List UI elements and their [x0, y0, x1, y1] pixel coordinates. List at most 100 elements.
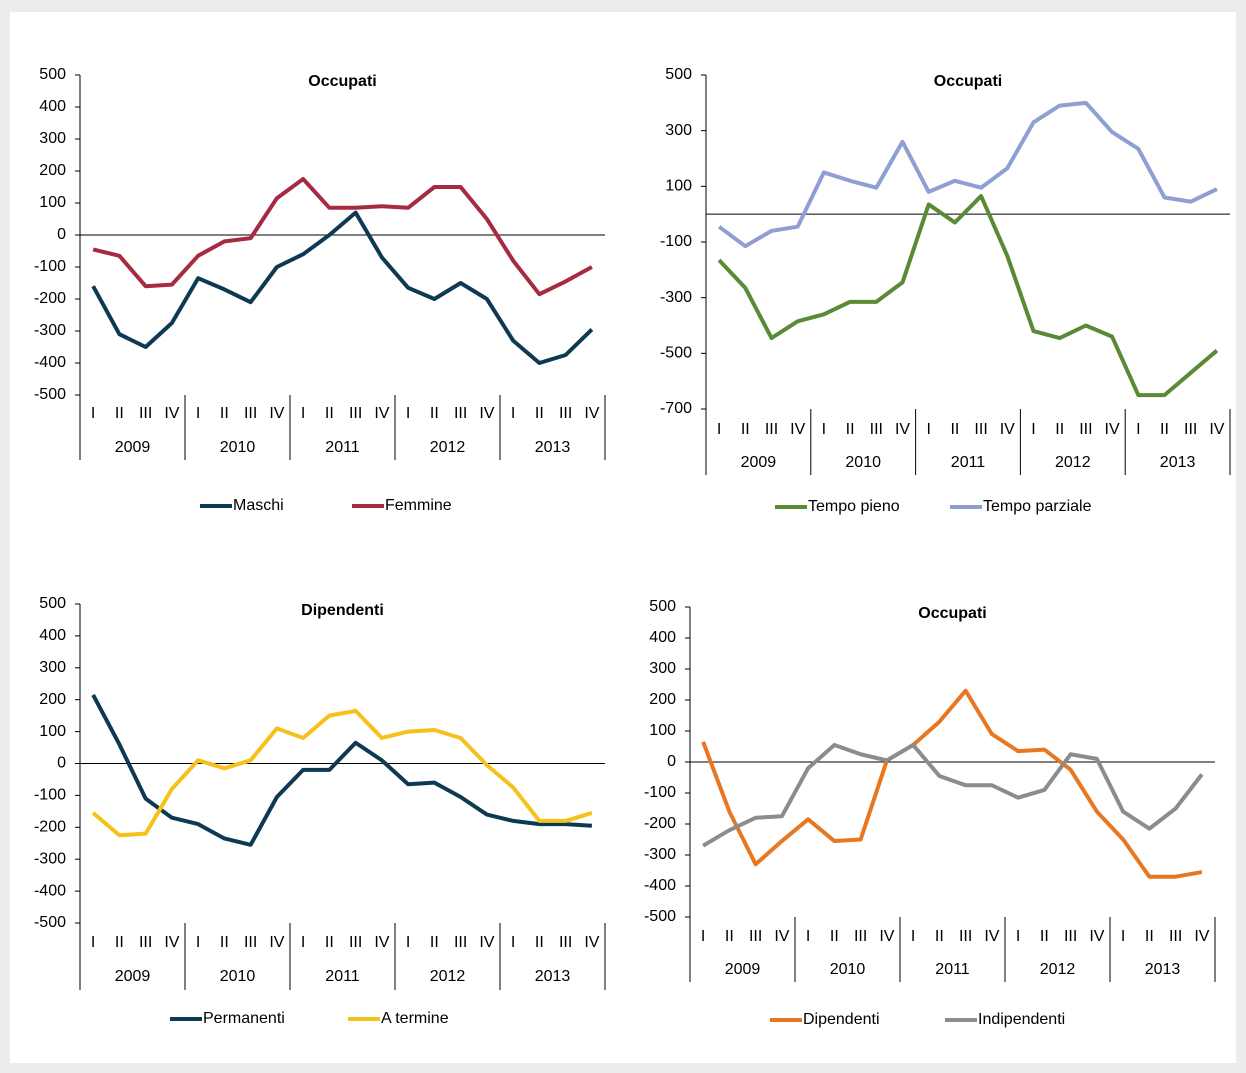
- x-tick-label: III: [454, 405, 467, 422]
- y-tick-label: 500: [39, 66, 66, 83]
- series-line: [92, 177, 593, 297]
- x-tick-label: IV: [479, 405, 494, 422]
- y-tick-label: -300: [660, 289, 692, 306]
- x-tick-label: IV: [269, 405, 284, 422]
- x-tick-label: III: [139, 405, 152, 422]
- x-tick-label: I: [1121, 928, 1125, 945]
- legend-label: Tempo parziale: [983, 498, 1092, 515]
- y-tick-label: -500: [660, 345, 692, 362]
- x-tick-label: II: [220, 934, 229, 951]
- x-group-label: 2013: [535, 968, 571, 985]
- x-tick-label: II: [950, 421, 959, 438]
- x-tick-label: III: [1184, 421, 1197, 438]
- x-group-label: 2009: [115, 439, 151, 456]
- y-tick-label: -100: [34, 787, 66, 804]
- x-tick-label: IV: [374, 405, 389, 422]
- x-group-label: 2010: [830, 961, 866, 978]
- legend-label: Femmine: [385, 497, 452, 514]
- x-tick-label: I: [196, 934, 200, 951]
- x-group-label: 2010: [220, 439, 256, 456]
- x-tick-label: II: [325, 934, 334, 951]
- legend-label: Permanenti: [203, 1010, 285, 1027]
- x-tick-label: IV: [1000, 421, 1015, 438]
- x-tick-label: III: [349, 405, 362, 422]
- x-tick-label: IV: [895, 421, 910, 438]
- y-tick-label: 0: [57, 226, 66, 243]
- y-tick-label: 0: [57, 755, 66, 772]
- x-tick-label: I: [511, 934, 515, 951]
- x-tick-label: III: [559, 405, 572, 422]
- y-tick-label: -200: [34, 819, 66, 836]
- y-tick-label: -200: [34, 290, 66, 307]
- y-tick-label: 500: [39, 595, 66, 612]
- x-tick-label: IV: [984, 928, 999, 945]
- x-tick-label: IV: [774, 928, 789, 945]
- x-group-label: 2011: [951, 454, 986, 471]
- x-tick-label: III: [854, 928, 867, 945]
- x-tick-label: II: [741, 421, 750, 438]
- x-group-label: 2010: [220, 968, 256, 985]
- x-tick-label: III: [749, 928, 762, 945]
- x-tick-label: I: [806, 928, 810, 945]
- x-tick-label: IV: [879, 928, 894, 945]
- x-group-label: 2011: [935, 961, 970, 978]
- x-tick-label: II: [1040, 928, 1049, 945]
- x-tick-label: IV: [1089, 928, 1104, 945]
- x-tick-label: I: [406, 934, 410, 951]
- x-tick-label: III: [1079, 421, 1092, 438]
- y-tick-label: 100: [39, 194, 66, 211]
- x-group-label: 2010: [845, 454, 881, 471]
- y-tick-label: -700: [660, 400, 692, 417]
- x-group-label: 2012: [1040, 961, 1076, 978]
- x-tick-label: III: [765, 421, 778, 438]
- x-tick-label: I: [822, 421, 826, 438]
- x-tick-label: IV: [479, 934, 494, 951]
- x-tick-label: II: [846, 421, 855, 438]
- y-tick-label: -300: [34, 850, 66, 867]
- x-group-label: 2009: [115, 968, 151, 985]
- legend-label: Tempo pieno: [808, 498, 900, 515]
- x-tick-label: II: [430, 405, 439, 422]
- series-line: [717, 194, 1219, 398]
- x-tick-label: II: [535, 934, 544, 951]
- x-tick-label: II: [430, 934, 439, 951]
- y-tick-label: -100: [660, 233, 692, 250]
- x-tick-label: II: [1145, 928, 1154, 945]
- x-tick-label: I: [1136, 421, 1140, 438]
- x-tick-label: II: [1055, 421, 1064, 438]
- x-tick-label: II: [725, 928, 734, 945]
- x-group-label: 2012: [1055, 454, 1091, 471]
- x-tick-label: III: [1169, 928, 1182, 945]
- x-tick-label: III: [244, 405, 257, 422]
- y-tick-label: -500: [644, 908, 676, 925]
- y-tick-label: 500: [665, 66, 692, 83]
- y-tick-label: 200: [39, 691, 66, 708]
- legend-label: A termine: [381, 1010, 449, 1027]
- y-tick-label: 400: [649, 629, 676, 646]
- x-group-label: 2013: [1160, 454, 1196, 471]
- x-tick-label: IV: [790, 421, 805, 438]
- y-tick-label: -500: [34, 914, 66, 931]
- y-tick-label: 300: [649, 660, 676, 677]
- y-tick-label: 100: [665, 178, 692, 195]
- x-tick-label: II: [115, 405, 124, 422]
- x-tick-label: IV: [584, 934, 599, 951]
- x-tick-label: III: [559, 934, 572, 951]
- y-tick-label: 400: [39, 98, 66, 115]
- x-tick-label: IV: [584, 405, 599, 422]
- x-tick-label: I: [1016, 928, 1020, 945]
- y-tick-label: 300: [665, 122, 692, 139]
- x-tick-label: III: [139, 934, 152, 951]
- x-tick-label: IV: [1209, 421, 1224, 438]
- y-tick-label: -100: [644, 784, 676, 801]
- x-tick-label: I: [301, 405, 305, 422]
- y-tick-label: 300: [39, 659, 66, 676]
- x-tick-label: III: [244, 934, 257, 951]
- chart-title: Occupati: [308, 73, 376, 90]
- y-tick-label: -400: [34, 354, 66, 371]
- x-tick-label: I: [511, 405, 515, 422]
- x-tick-label: II: [220, 405, 229, 422]
- x-group-label: 2009: [741, 454, 777, 471]
- x-tick-label: I: [196, 405, 200, 422]
